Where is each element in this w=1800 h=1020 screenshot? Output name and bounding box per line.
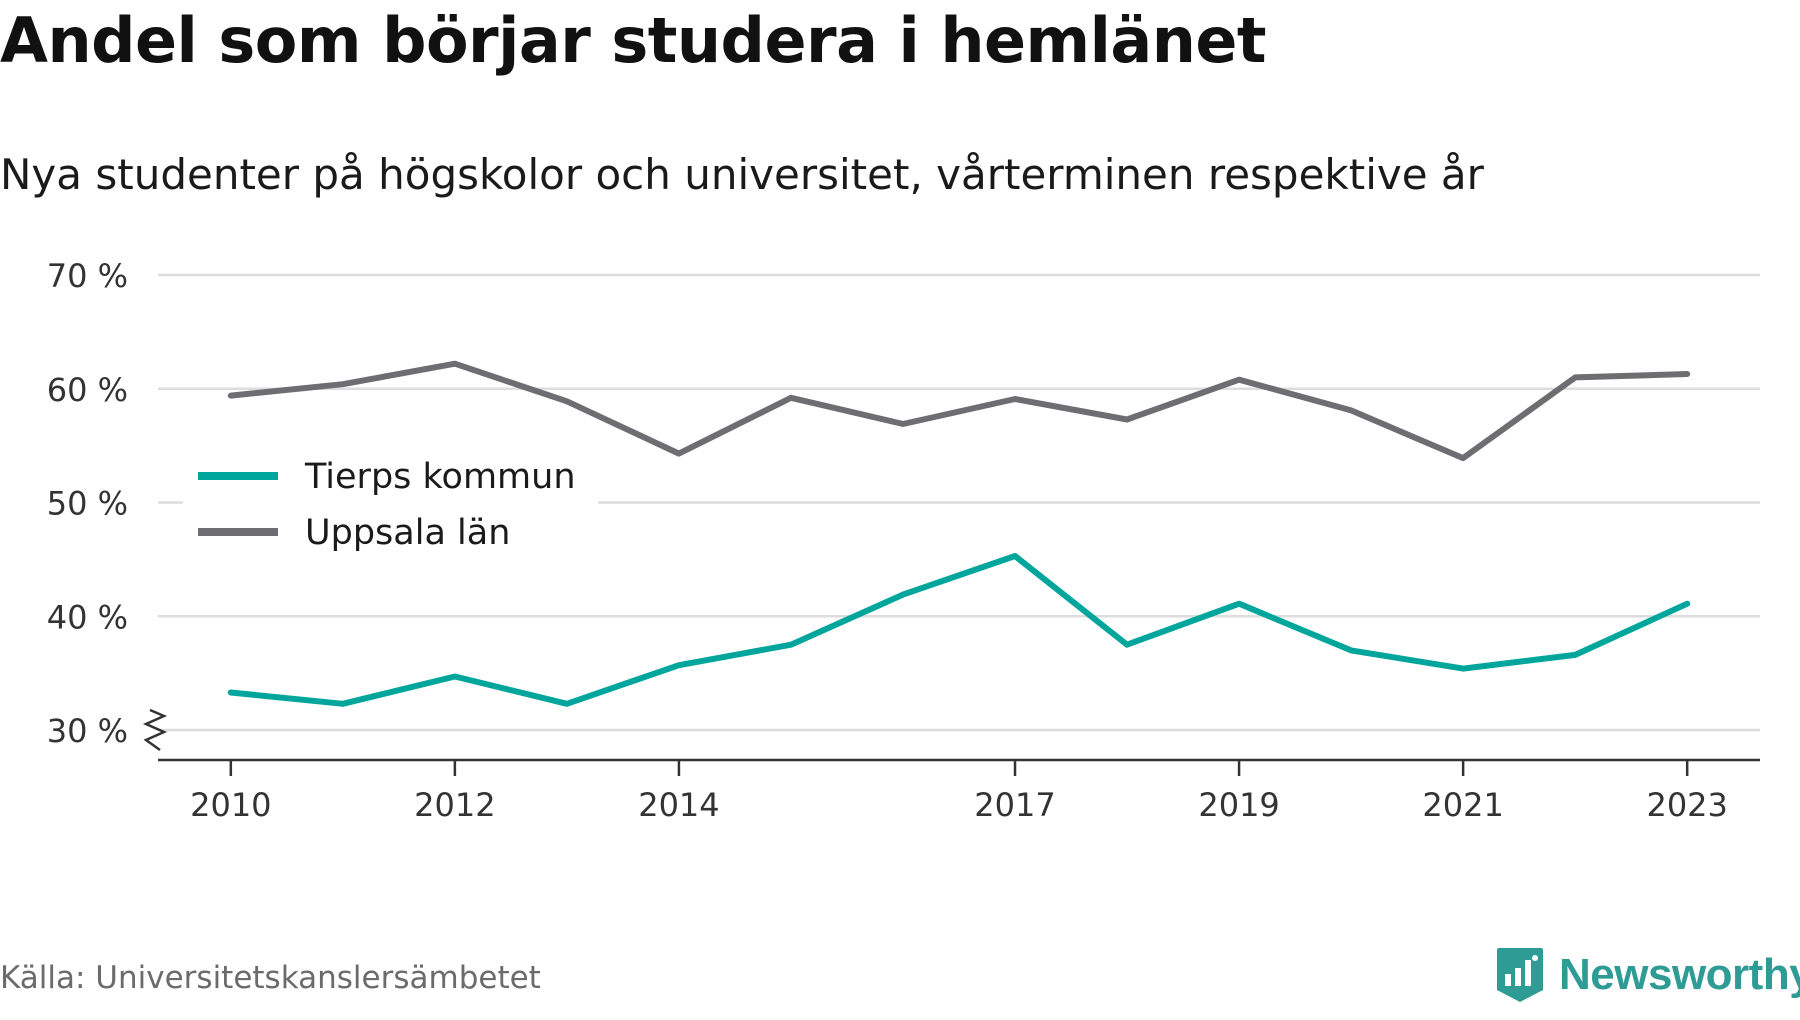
chart-title: Andel som börjar studera i hemlänet (0, 4, 1267, 77)
y-tick-label: 50 % (47, 485, 128, 523)
legend: Tierps kommun Uppsala län (183, 440, 598, 558)
y-axis-ticks: 30 % 40 % 50 % 60 % 70 % (47, 257, 128, 750)
brand-name: Newsworthy (1559, 950, 1800, 999)
source-note: Källa: Universitetskanslersämbetet (0, 960, 541, 996)
series-line-uppsala-l-n (227, 360, 1691, 462)
legend-background (183, 440, 598, 558)
x-tick-label: 2017 (974, 786, 1055, 824)
legend-label: Tierps kommun (304, 457, 576, 497)
y-axis-break-icon (142, 708, 168, 752)
x-tick-label: 2010 (190, 786, 271, 824)
series-line-tierps-kommun (227, 553, 1691, 707)
y-tick-label: 40 % (47, 598, 128, 636)
x-tick-label: 2023 (1646, 786, 1727, 824)
line-chart: 30 %40 %50 %60 %70 % 2010 2012 2014 2017 201… (47, 257, 1760, 824)
x-tick-label: 2021 (1422, 786, 1503, 824)
chart-subtitle: Nya studenter på högskolor och universit… (0, 150, 1484, 199)
y-tick-label: 70 % (47, 257, 128, 295)
series-lines (227, 360, 1691, 707)
newsworthy-logo[interactable]: Newsworthy (1495, 945, 1800, 1005)
newsworthy-logo-icon (1497, 948, 1543, 1002)
x-tick-label: 2019 (1198, 786, 1279, 824)
y-tick-label: 60 % (47, 371, 128, 409)
x-tick-label: 2014 (638, 786, 719, 824)
x-axis: 2010 2012 2014 2017 2019 2021 2023 (142, 708, 1760, 824)
legend-label: Uppsala län (305, 513, 510, 553)
y-tick-label: 30 % (47, 712, 128, 750)
x-tick-label: 2012 (414, 786, 495, 824)
